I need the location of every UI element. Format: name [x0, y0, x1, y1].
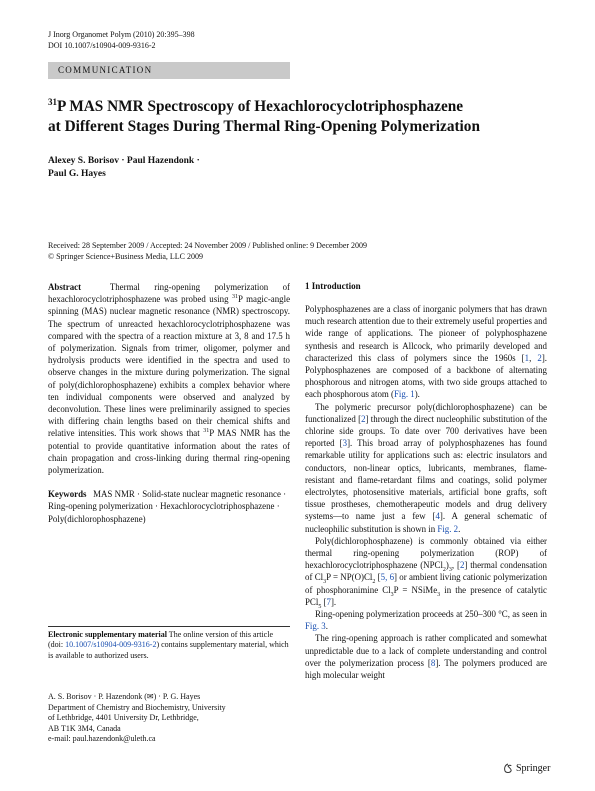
paragraph: Ring-opening polymerization proceeds at … — [305, 608, 547, 632]
citation[interactable]: Fig. 1 — [393, 389, 415, 400]
supscript: 31 — [203, 428, 210, 435]
text: The online version of this article (doi: — [48, 630, 273, 650]
text: ]. — [330, 596, 337, 607]
esm-label: Electronic supplementary material — [48, 630, 167, 639]
affiliation-line: of Lethbridge, 4401 University Dr, Lethb… — [48, 713, 199, 722]
section: COMMUNICATION — [58, 65, 153, 75]
citation[interactable]: 3 — [342, 438, 348, 449]
citation[interactable]: 10.1007/s10904-009-9316-2 — [65, 640, 157, 650]
text: ) — [445, 560, 449, 571]
authors: Alexey S. Borisov · Paul Hazendonk · Pau… — [48, 155, 200, 181]
paragraph: Polyphosphazenes are a class of inorgani… — [305, 303, 547, 401]
text: P magic-angle spinning (MAS) nuclear mag… — [48, 294, 291, 439]
supscript: 31 — [232, 294, 239, 301]
subscript: 3 — [448, 567, 452, 574]
history: Received: 28 September 2009 / Accepted: … — [48, 241, 368, 250]
text: Polyphosphazenes are a class of inorgani… — [305, 304, 547, 363]
abstract-label: Abstract — [48, 282, 82, 292]
abstract: Abstract Thermal ring-opening polymeriza… — [48, 281, 290, 476]
citation[interactable]: Fig. 3 — [305, 621, 326, 632]
text: The polymeric precursor poly(dichloropho… — [305, 401, 547, 424]
esm: Electronic supplementary material The on… — [48, 626, 290, 661]
journal: J Inorg Organomet Polym (2010) 20:395–39… — [48, 30, 195, 39]
text: [ — [375, 572, 381, 583]
keywords-label: Keywords — [48, 489, 87, 500]
subscript: 3 — [437, 591, 441, 598]
affiliation: A. S. Borisov · P. Hazendonk (✉) · P. G.… — [48, 692, 226, 745]
subscript: 5 — [318, 603, 322, 610]
title-line: at Different Stages During Thermal Ring-… — [48, 118, 480, 135]
citation[interactable]: 8 — [430, 657, 436, 668]
subscript: 3 — [323, 579, 327, 586]
section-heading: 1 Introduction — [305, 281, 361, 291]
citation[interactable]: 4 — [435, 511, 440, 522]
text: Poly(dichlorophosphazene) is commonly ob… — [305, 535, 547, 571]
text: . — [458, 523, 461, 534]
text: ]. This broad array of polyphosphazenes … — [305, 438, 547, 522]
title-sup: 31 — [48, 96, 57, 107]
text: The ring-opening approach is rather comp… — [305, 633, 547, 668]
text: P MAS NMR has the potential to provide q… — [48, 428, 290, 476]
paragraph: The ring-opening approach is rather comp… — [305, 632, 547, 681]
text: ) contains supplementary material, which… — [48, 640, 289, 660]
title-line: P MAS NMR Spectroscopy of Hexachlorocycl… — [57, 98, 464, 115]
text: P = NP(O)Cl — [326, 572, 373, 583]
doi: DOI 10.1007/s10904-009-9316-2 — [48, 41, 156, 50]
keywords-text: MAS NMR · Solid-state nuclear magnetic r… — [48, 489, 287, 524]
citation[interactable]: 2 — [537, 352, 542, 363]
text: P = NSiMe — [393, 584, 438, 595]
paragraph: The polymeric precursor poly(dichloropho… — [305, 401, 547, 535]
affiliation-line: e-mail: paul.hazendonk@uleth.ca — [48, 734, 156, 743]
text: ). — [414, 389, 420, 400]
citation[interactable]: 1 — [524, 352, 530, 363]
logo-icon — [504, 763, 512, 773]
text: Ring-opening polymerization proceeds at … — [315, 609, 547, 620]
text: ]. A general schematic of nucleophilic s… — [305, 511, 547, 534]
text: , [ — [451, 560, 460, 571]
text: ] thermal condensation of Cl — [305, 560, 547, 583]
publisher: Springer — [516, 763, 551, 774]
affiliation-line: A. S. Borisov · P. Hazendonk (✉) · P. G.… — [48, 692, 201, 701]
affiliation-line: AB T1K 3M4, Canada — [48, 723, 121, 733]
citation[interactable]: 2 — [361, 413, 366, 424]
text: ] or ambient living cationic polymerizat… — [305, 572, 548, 595]
text: ] through the direct nucleophilic substi… — [305, 413, 548, 449]
author-line: Alexey S. Borisov · Paul Hazendonk · — [48, 156, 200, 166]
subscript: 2 — [372, 579, 376, 586]
text: , — [529, 352, 538, 363]
paragraph: Poly(dichlorophosphazene) is commonly ob… — [305, 535, 548, 610]
author-line: Paul G. Hayes — [48, 169, 106, 179]
publisher-logo: Springer — [503, 763, 550, 774]
text: . — [325, 621, 328, 632]
section-banner: COMMUNICATION — [48, 62, 290, 79]
keywords: Keywords MAS NMR · Solid-state nuclear m… — [48, 488, 290, 525]
title: 31P MAS NMR Spectroscopy of Hexachlorocy… — [48, 97, 480, 137]
citation[interactable]: 7 — [326, 596, 331, 607]
subscript: 3 — [390, 591, 394, 598]
subscript: 2 — [442, 567, 446, 574]
text: ]. Polyphosphazenes are composed of a ba… — [305, 352, 547, 400]
affiliation-line: Department of Chemistry and Biochemistry… — [48, 702, 226, 712]
citation[interactable]: 2 — [459, 560, 465, 571]
copyright: © Springer Science+Business Media, LLC 2… — [48, 252, 204, 261]
text: [ — [321, 596, 327, 607]
citation[interactable]: 5, 6 — [380, 572, 395, 583]
citation[interactable]: Fig. 2 — [437, 523, 459, 534]
text: Thermal ring-opening polymerization of h… — [48, 282, 291, 305]
text: in the presence of catalytic PCl — [305, 584, 547, 607]
text: ]. The polymers produced are high molecu… — [305, 657, 547, 681]
